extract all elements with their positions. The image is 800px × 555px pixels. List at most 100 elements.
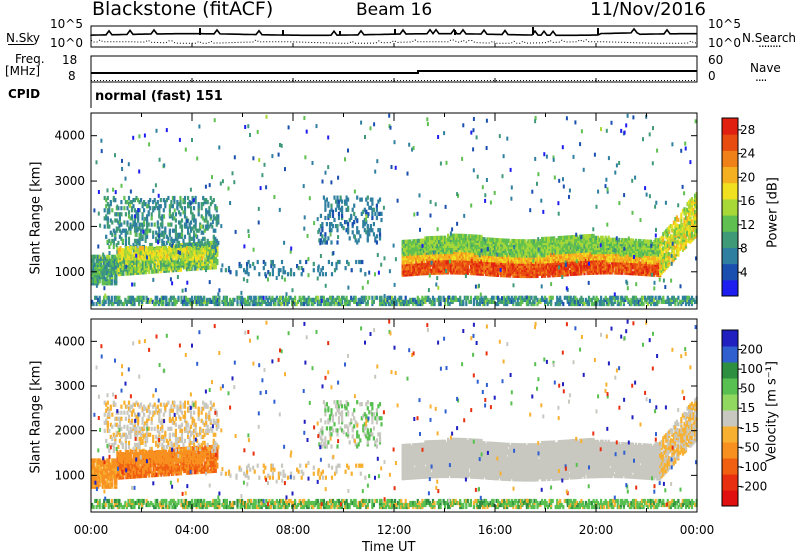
power-cell [167, 236, 170, 241]
velocity-cell [123, 400, 126, 405]
power-cell [107, 279, 110, 284]
velocity-cell [328, 498, 332, 504]
power-cell [215, 299, 218, 304]
velocity-cell [107, 472, 110, 477]
power-cell [200, 202, 203, 207]
power-cell [598, 299, 601, 304]
velocity-cell [206, 442, 209, 447]
velocity-cell [354, 502, 357, 508]
velocity-cell [400, 498, 403, 504]
velocity-cell [196, 446, 199, 451]
power-cell [175, 256, 178, 261]
power-cell [112, 195, 115, 201]
power-cell [205, 261, 208, 266]
velocity-cell [138, 444, 141, 449]
power-cell [214, 236, 217, 241]
velocity-cell [138, 498, 141, 504]
power-cell [126, 222, 129, 227]
velocity-cell [190, 446, 193, 451]
velocity-cell [341, 498, 344, 504]
velocity-cell [281, 498, 285, 504]
power-cell [155, 263, 158, 268]
power-cell [248, 301, 251, 307]
power-cell [645, 297, 648, 302]
velocity-cell [101, 478, 104, 483]
velocity-cell [113, 462, 116, 467]
power-cell [91, 279, 94, 284]
velocity-cell [252, 465, 255, 470]
velocity-cell [301, 498, 304, 504]
power-cell [208, 224, 211, 229]
velocity-cell [189, 464, 192, 469]
power-cell [268, 301, 271, 307]
power-cell [572, 295, 575, 300]
power-cell [656, 299, 659, 304]
power-cell [674, 297, 677, 302]
velocity-cell [336, 463, 340, 468]
power-cell [274, 297, 277, 302]
velocity-cell [348, 502, 351, 508]
power-cell [126, 230, 129, 235]
velocity-cell [300, 500, 303, 506]
velocity-cell [267, 473, 270, 478]
velocity-cell [195, 460, 198, 465]
velocity-cell [162, 438, 165, 443]
power-cell [271, 268, 274, 273]
power-cell [107, 260, 110, 265]
velocity-cell [306, 500, 309, 506]
velocity-cell [204, 461, 207, 466]
velocity-cell [404, 498, 407, 504]
power-cell [163, 248, 166, 253]
velocity-cell [690, 498, 694, 504]
velocity-cell [162, 498, 165, 504]
power-cell [254, 301, 257, 307]
power-cell [251, 299, 254, 304]
power-cell [172, 248, 175, 253]
power-cell [117, 248, 120, 253]
power-cell [592, 301, 595, 307]
power-cell [145, 248, 148, 253]
velocity-cell [501, 502, 504, 508]
power-cell [254, 295, 257, 300]
power-cell [193, 238, 196, 243]
power-cell [195, 299, 198, 304]
power-cell [183, 200, 187, 205]
velocity-cell [170, 418, 173, 423]
power-cell [209, 214, 212, 219]
velocity-cell [103, 470, 106, 475]
power-cell [134, 246, 137, 251]
velocity-cell [222, 504, 225, 510]
velocity-cell [244, 500, 247, 506]
velocity-cell [264, 475, 267, 480]
power-cell [527, 295, 530, 300]
velocity-cell [300, 469, 303, 474]
power-cell [215, 295, 218, 300]
velocity-cell [123, 459, 126, 464]
power-cell [157, 246, 160, 251]
velocity-cell [112, 400, 115, 405]
power-cell [106, 224, 109, 229]
velocity-cell [689, 500, 692, 506]
power-cell [169, 252, 172, 257]
velocity-cell [103, 400, 106, 405]
velocity-cell [97, 470, 100, 475]
velocity-cell [152, 461, 155, 466]
velocity-cell [642, 498, 645, 504]
velocity-cell [190, 424, 193, 429]
power-cell [689, 297, 692, 302]
power-cell [551, 295, 554, 300]
velocity-cell [146, 418, 149, 423]
velocity-cell [124, 432, 127, 437]
velocity-cell [180, 502, 183, 508]
power-cell [344, 301, 347, 307]
power-cell [362, 295, 365, 300]
velocity-cell [91, 466, 94, 471]
power-cell [374, 295, 377, 300]
velocity-cell [149, 467, 152, 472]
power-cell [143, 220, 146, 225]
velocity-cell [117, 452, 120, 457]
power-cell [133, 222, 137, 227]
power-cell [209, 297, 212, 302]
velocity-cell [462, 502, 465, 508]
velocity-cell [477, 504, 480, 510]
